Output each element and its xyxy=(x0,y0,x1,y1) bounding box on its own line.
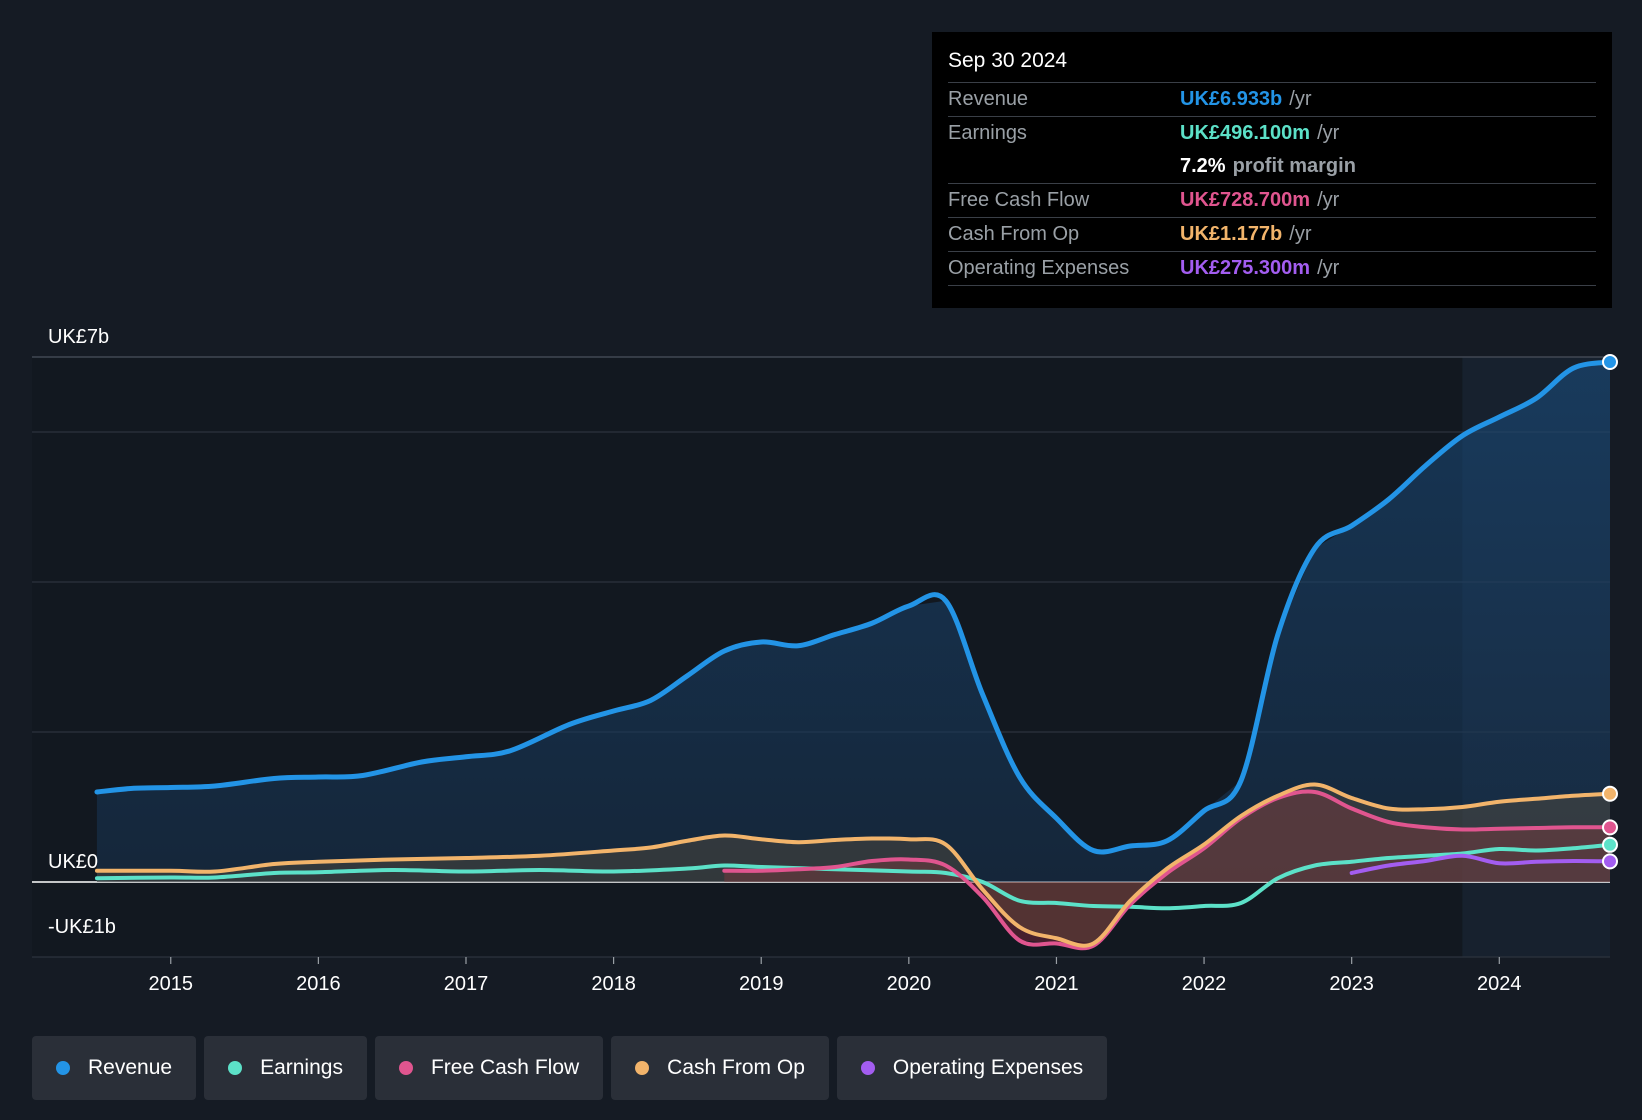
x-tick-label: 2021 xyxy=(1034,973,1079,995)
cash-from-op-dot-icon xyxy=(635,1061,650,1075)
end-marker-revenue xyxy=(1602,354,1618,371)
tooltip-unit: /yr xyxy=(1289,88,1312,110)
operating-expenses-dot-icon xyxy=(860,1061,875,1075)
tooltip-value-revenue: UK£6.933b xyxy=(1180,88,1283,110)
line-revenue xyxy=(94,359,1613,855)
y-axis-label: -UK£1b xyxy=(48,916,116,938)
legend-label: Cash From Op xyxy=(667,1056,805,1079)
legend-item-free-cash-flow[interactable]: Free Cash Flow xyxy=(374,1036,604,1100)
tooltip-row-operating-expenses: Operating Expenses UK£275.300m /yr xyxy=(948,251,1596,285)
y-axis-label: UK£0 xyxy=(48,851,98,873)
tooltip-row-cash-from-op: Cash From Op UK£1.177b /yr xyxy=(948,217,1596,251)
x-tick-label: 2023 xyxy=(1329,973,1374,995)
legend: Revenue Earnings Free Cash Flow Cash Fro… xyxy=(32,1036,1115,1100)
legend-item-earnings[interactable]: Earnings xyxy=(204,1036,367,1100)
x-tick-label: 2020 xyxy=(887,973,932,995)
tooltip-label: Earnings xyxy=(948,122,1027,144)
x-tick-label: 2015 xyxy=(149,973,194,995)
tooltip-row-earnings: Earnings UK£496.100m /yr xyxy=(948,116,1596,150)
revenue-dot-icon xyxy=(56,1061,70,1075)
tooltip-value-earnings: UK£496.100m xyxy=(1180,122,1311,144)
line-earnings xyxy=(94,842,1612,911)
tooltip-row-revenue: Revenue UK£6.933b /yr xyxy=(948,82,1596,116)
tooltip-unit: /yr xyxy=(1289,223,1312,245)
x-tick-label: 2019 xyxy=(739,973,784,995)
tooltip-value-operating-expenses: UK£275.300m xyxy=(1180,257,1311,279)
end-marker-free-cash-flow xyxy=(1602,819,1618,836)
x-tick-label: 2016 xyxy=(296,973,341,995)
legend-item-operating-expenses[interactable]: Operating Expenses xyxy=(836,1036,1108,1100)
tooltip-value-cash-from-op: UK£1.177b xyxy=(1180,223,1283,245)
tooltip-unit: /yr xyxy=(1317,189,1340,211)
end-marker-cash-from-op xyxy=(1602,785,1618,802)
legend-label: Revenue xyxy=(88,1056,173,1079)
tooltip-label: Cash From Op xyxy=(948,223,1080,245)
legend-item-revenue[interactable]: Revenue xyxy=(32,1036,197,1100)
end-marker-operating-expenses xyxy=(1602,853,1618,870)
tooltip-label: Free Cash Flow xyxy=(948,189,1090,211)
end-marker-earnings xyxy=(1602,836,1618,853)
axis-labels: UK£7b UK£0 -UK£1b 2015 2016 2017 2018 2019 2020 2… xyxy=(48,326,1522,995)
tooltip-unit: /yr xyxy=(1317,257,1340,279)
series-lines xyxy=(94,359,1613,951)
profit-margin-value: 7.2% xyxy=(1180,155,1226,177)
tooltip-unit: /yr xyxy=(1317,122,1340,144)
tooltip-date: Sep 30 2024 xyxy=(948,49,1068,72)
x-tick-label: 2024 xyxy=(1477,973,1522,995)
legend-item-cash-from-op[interactable]: Cash From Op xyxy=(611,1036,829,1100)
tooltip-divider xyxy=(948,285,1596,286)
line-cash-from-op xyxy=(94,782,1612,948)
tooltip-row-free-cash-flow: Free Cash Flow UK£728.700m /yr xyxy=(948,183,1596,217)
legend-label: Free Cash Flow xyxy=(430,1056,580,1079)
tooltip-value-free-cash-flow: UK£728.700m xyxy=(1180,189,1311,211)
end-markers xyxy=(1602,354,1618,870)
x-tick-label: 2022 xyxy=(1182,973,1227,995)
y-axis-label: UK£7b xyxy=(48,326,109,348)
tooltip-label: Operating Expenses xyxy=(948,257,1130,279)
area-free-cash-flow xyxy=(724,792,1610,946)
x-tick-label: 2018 xyxy=(591,973,636,995)
tooltip: Sep 30 2024 Revenue UK£6.933b /yr Earnin… xyxy=(932,32,1612,308)
profit-margin-label: profit margin xyxy=(1232,155,1356,177)
tooltip-row-profit-margin: 7.2% profit margin xyxy=(948,150,1596,183)
earnings-dot-icon xyxy=(228,1061,243,1075)
tooltip-label: Revenue xyxy=(948,88,1029,110)
line-free-cash-flow xyxy=(722,789,1612,951)
free-cash-flow-dot-icon xyxy=(398,1061,413,1075)
legend-label: Operating Expenses xyxy=(892,1056,1084,1079)
line-operating-expenses xyxy=(1349,853,1612,875)
x-tick-label: 2017 xyxy=(444,973,489,995)
legend-label: Earnings xyxy=(260,1056,343,1079)
